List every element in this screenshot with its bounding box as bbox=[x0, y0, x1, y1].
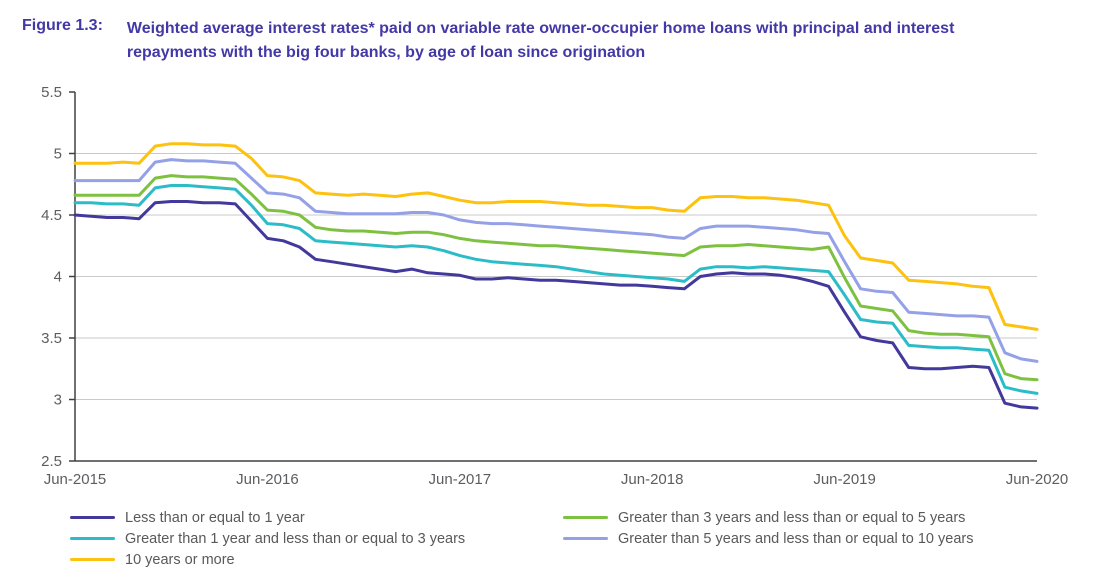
series-line-4 bbox=[73, 142, 1039, 331]
legend-column-right: Greater than 3 years and less than or eq… bbox=[563, 507, 973, 549]
y-axis-label: 5 bbox=[54, 146, 62, 163]
series-line-0 bbox=[73, 200, 1039, 410]
y-axis-label: 3 bbox=[54, 392, 62, 409]
legend-label: 10 years or more bbox=[125, 551, 235, 568]
x-axis-label: Jun-2019 bbox=[813, 471, 876, 488]
x-axis-label: Jun-2020 bbox=[1006, 471, 1069, 488]
legend-item: Greater than 3 years and less than or eq… bbox=[563, 507, 973, 528]
figure-label: Figure 1.3: bbox=[22, 17, 103, 34]
x-axis-label: Jun-2015 bbox=[44, 471, 107, 488]
series-line-1 bbox=[73, 184, 1039, 395]
legend-item: Greater than 1 year and less than or equ… bbox=[70, 528, 465, 549]
y-axis-label: 4.5 bbox=[41, 207, 62, 224]
x-axis-label: Jun-2016 bbox=[236, 471, 299, 488]
y-axis-label: 3.5 bbox=[41, 330, 62, 347]
legend-label: Greater than 1 year and less than or equ… bbox=[125, 530, 466, 547]
x-axis-label: Jun-2017 bbox=[429, 471, 492, 488]
legend-label: Less than or equal to 1 year bbox=[125, 509, 305, 526]
legend-swatch bbox=[563, 516, 608, 519]
legend-label: Greater than 3 years and less than or eq… bbox=[618, 509, 966, 526]
y-axis-label: 2.5 bbox=[41, 453, 62, 470]
legend-item: 10 years or more bbox=[70, 549, 465, 570]
figure-header: Figure 1.3: Weighted average interest ra… bbox=[22, 17, 1035, 65]
legend-swatch bbox=[70, 516, 115, 519]
legend-item: Less than or equal to 1 year bbox=[70, 507, 465, 528]
legend-label: Greater than 5 years and less than or eq… bbox=[618, 530, 974, 547]
legend-swatch bbox=[563, 537, 608, 540]
legend-swatch bbox=[70, 558, 115, 561]
y-axis-label: 5.5 bbox=[41, 84, 62, 101]
x-axis-label: Jun-2018 bbox=[621, 471, 684, 488]
legend-swatch bbox=[70, 537, 115, 540]
legend-item: Greater than 5 years and less than or eq… bbox=[563, 528, 973, 549]
legend-column-left: Less than or equal to 1 year Greater than… bbox=[70, 507, 465, 570]
figure-title: Weighted average interest rates* paid on… bbox=[126, 20, 955, 61]
series-line-2 bbox=[73, 174, 1039, 382]
y-axis-label: 4 bbox=[54, 269, 62, 286]
series-line-3 bbox=[73, 158, 1039, 363]
